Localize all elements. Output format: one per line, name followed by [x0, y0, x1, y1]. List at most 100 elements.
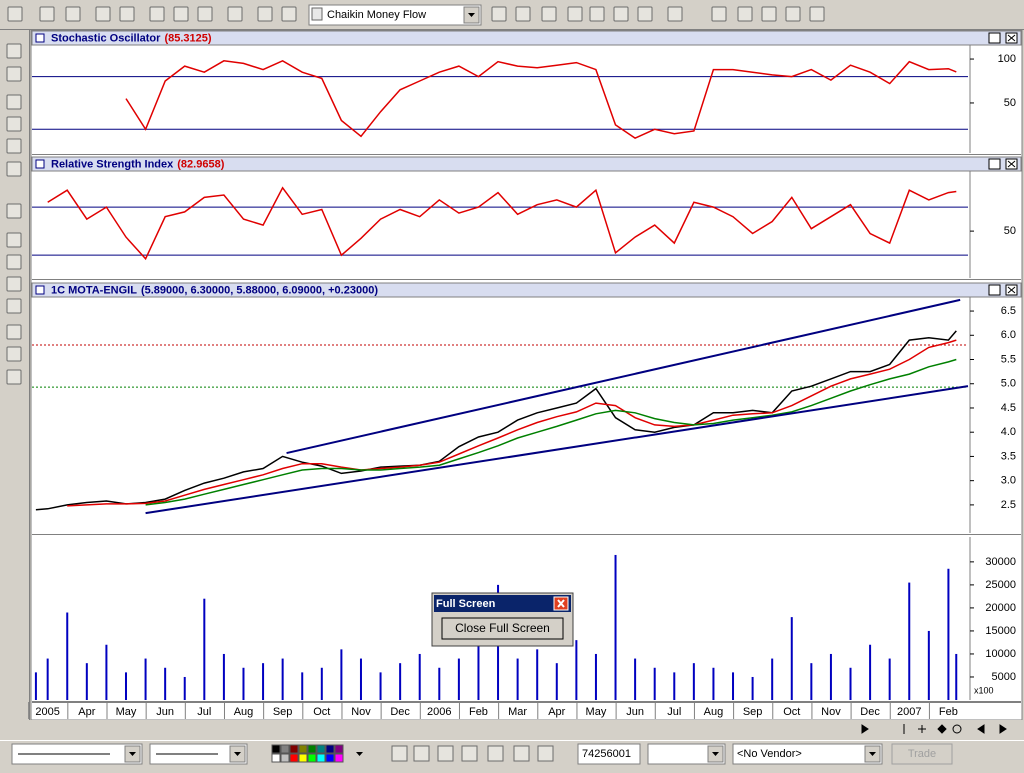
panel-icon — [35, 33, 45, 43]
x-tick-label: 2007 — [897, 706, 921, 718]
layout-button[interactable] — [461, 745, 478, 762]
series-line — [145, 358, 957, 506]
toolbar-button[interactable] — [515, 6, 531, 22]
toolbar-button[interactable] — [567, 6, 583, 22]
tool-button[interactable] — [6, 324, 22, 340]
layout-button[interactable] — [513, 745, 530, 762]
tool-button[interactable] — [6, 43, 22, 59]
indicator-dropdown[interactable] — [308, 4, 482, 26]
dropdown-arrow — [712, 752, 719, 756]
volume-bar — [222, 653, 225, 700]
tool-button[interactable] — [6, 254, 22, 270]
toolbar-button[interactable] — [149, 6, 165, 22]
volume-bar — [34, 672, 37, 700]
toolbar-button[interactable] — [613, 6, 629, 22]
palette-swatch[interactable] — [298, 744, 308, 754]
tool-button[interactable] — [6, 203, 22, 219]
tool-button[interactable] — [6, 66, 22, 82]
tool-button[interactable] — [6, 116, 22, 132]
panel-title: Stochastic Oscillator — [51, 32, 161, 44]
account-number: 74256001 — [582, 748, 631, 760]
toolbar-button[interactable] — [809, 6, 825, 22]
panel-maximize[interactable] — [988, 32, 1001, 44]
x-tick-label: 2005 — [35, 706, 59, 718]
palette-swatch[interactable] — [289, 744, 299, 754]
toolbar-button[interactable] — [761, 6, 777, 22]
toolbar-button[interactable] — [281, 6, 297, 22]
scroll-controls[interactable] — [861, 724, 1007, 734]
trade-button[interactable] — [891, 743, 953, 765]
panel-header — [31, 282, 1022, 298]
toolbar-button[interactable] — [491, 6, 507, 22]
panel-reading: (5.89000, 6.30000, 5.88000, 6.09000, +0.… — [141, 284, 378, 296]
palette-swatch[interactable] — [280, 753, 290, 763]
tool-button[interactable] — [6, 138, 22, 154]
toolbar-button[interactable] — [197, 6, 213, 22]
x-tick-label: Apr — [78, 706, 95, 718]
toolbar-button[interactable] — [65, 6, 81, 22]
toolbar-button[interactable] — [637, 6, 653, 22]
palette-swatch[interactable] — [334, 744, 344, 754]
layout-button[interactable] — [413, 745, 430, 762]
y-tick-label: 50 — [1004, 225, 1016, 237]
palette-swatch[interactable] — [289, 753, 299, 763]
volume-bar — [399, 663, 402, 700]
tool-button[interactable] — [6, 276, 22, 292]
layout-button[interactable] — [487, 745, 504, 762]
palette-swatch[interactable] — [307, 753, 317, 763]
vendor-dropdown[interactable] — [732, 743, 883, 765]
volume-bar — [810, 663, 813, 700]
panel-title: Relative Strength Index — [51, 158, 174, 170]
tool-button[interactable] — [6, 161, 22, 177]
empty-dropdown[interactable] — [647, 743, 726, 765]
palette-swatch[interactable] — [271, 753, 281, 763]
layout-button[interactable] — [537, 745, 554, 762]
volume-bar — [594, 653, 597, 700]
panel-maximize[interactable] — [988, 158, 1001, 170]
palette-swatch[interactable] — [280, 744, 290, 754]
zoom-control[interactable] — [952, 724, 962, 734]
layout-button[interactable] — [437, 745, 454, 762]
panel-maximize[interactable] — [988, 284, 1001, 296]
trade-label: Trade — [908, 748, 936, 760]
palette-swatch[interactable] — [307, 744, 317, 754]
toolbar-button[interactable] — [589, 6, 605, 22]
account-field[interactable] — [577, 743, 641, 765]
toolbar-button[interactable] — [95, 6, 111, 22]
palette-swatch[interactable] — [271, 744, 281, 754]
toolbar-button[interactable] — [173, 6, 189, 22]
volume-bar — [281, 658, 284, 700]
left-toolbar — [0, 30, 29, 740]
palette-swatch[interactable] — [316, 753, 326, 763]
layout-button[interactable] — [391, 745, 408, 762]
color-palette[interactable] — [271, 744, 344, 763]
tool-button[interactable] — [6, 346, 22, 362]
tool-button[interactable] — [6, 369, 22, 385]
toolbar-button[interactable] — [39, 6, 55, 22]
volume-bar — [418, 653, 421, 700]
tool-button[interactable] — [6, 94, 22, 110]
tool-button[interactable] — [6, 298, 22, 314]
palette-swatch[interactable] — [334, 753, 344, 763]
toolbar-button[interactable] — [541, 6, 557, 22]
y-tick-label: 10000 — [985, 648, 1016, 660]
toolbar-button[interactable] — [667, 6, 683, 22]
toolbar-button[interactable] — [785, 6, 801, 22]
toolbar-button[interactable] — [227, 6, 243, 22]
volume-bar — [849, 667, 852, 700]
palette-swatch[interactable] — [316, 744, 326, 754]
tool-button[interactable] — [6, 232, 22, 248]
toolbar-button[interactable] — [257, 6, 273, 22]
toolbar-button[interactable] — [711, 6, 727, 22]
y-tick-label: 5.0 — [1001, 378, 1016, 390]
x-tick-label: Dec — [390, 706, 410, 718]
toolbar-button[interactable] — [7, 6, 23, 22]
palette-swatch[interactable] — [325, 744, 335, 754]
palette-swatch[interactable] — [325, 753, 335, 763]
toolbar-button[interactable] — [737, 6, 753, 22]
close-full-screen-button[interactable] — [441, 617, 564, 640]
volume-bar — [575, 640, 578, 700]
toolbar-button[interactable] — [119, 6, 135, 22]
palette-swatch[interactable] — [298, 753, 308, 763]
x-tick-label: Sep — [273, 706, 293, 718]
